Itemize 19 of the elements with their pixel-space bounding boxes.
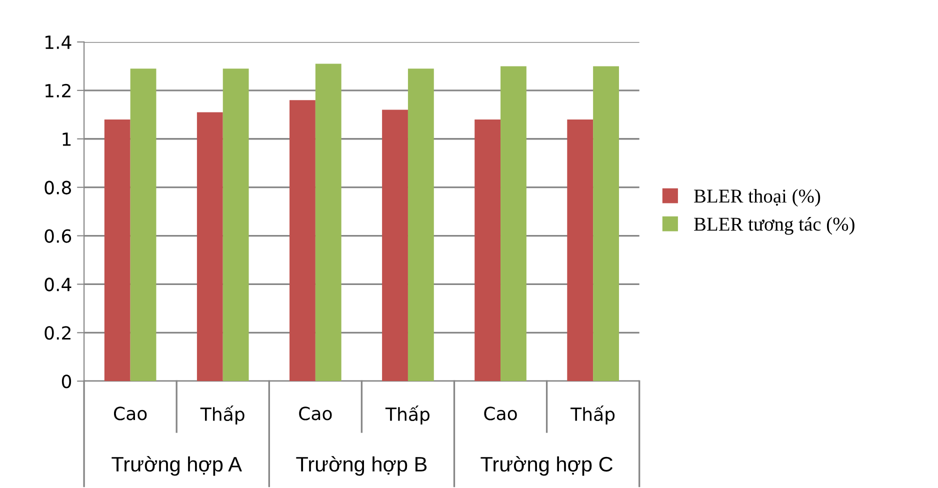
x-tick-label: Cao bbox=[114, 406, 147, 420]
y-tick-label: 1.4 bbox=[46, 36, 72, 49]
legend-label: BLER thoại (%) bbox=[694, 189, 820, 207]
y-tick-label: 0 bbox=[62, 374, 72, 388]
y-tick-label: 1 bbox=[62, 132, 71, 146]
text: Trường hợp C bbox=[480, 456, 613, 476]
x-tick-label: Cao bbox=[299, 406, 332, 420]
y-tick-label: 1.2 bbox=[46, 84, 70, 98]
text: Trường hợp A bbox=[112, 456, 242, 476]
legend-label: BLER tương tác (%) bbox=[694, 217, 854, 235]
y-tick-label: 0.4 bbox=[44, 278, 72, 292]
x-tick-label: Thấp bbox=[570, 406, 615, 425]
x-tick-label: Cao bbox=[484, 406, 517, 420]
x-tick-label: Thấp bbox=[200, 406, 244, 425]
x-tick-label: Thấp bbox=[385, 406, 430, 425]
y-tick-label: 0.8 bbox=[44, 180, 72, 194]
y-tick-label: 0.2 bbox=[44, 326, 70, 340]
text: Trường hợp B bbox=[296, 456, 427, 476]
y-tick-label: 0.6 bbox=[44, 229, 72, 243]
